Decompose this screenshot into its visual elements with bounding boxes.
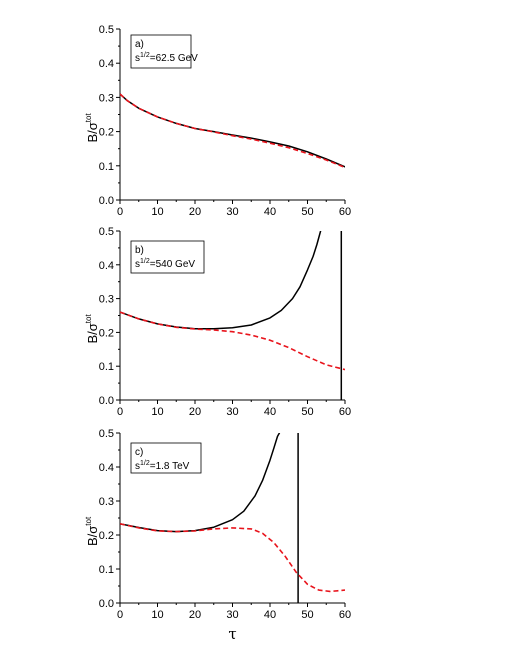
x-tick-label: 40 (264, 206, 276, 218)
y-tick-label: 0.3 (99, 92, 114, 104)
chart-panel-2: 0 10 20 30 40 50 60 0.0 0.1 0.2 0.3 0.4 0.5 B/σtot b) s… (84, 226, 351, 418)
y-tick-label: 0.2 (99, 530, 114, 542)
energy-annotation: s1/2=62.5 GeV (135, 52, 198, 64)
y-axis-label-main: B/σ (85, 323, 100, 343)
series-group (120, 93, 345, 169)
x-tick-label: 30 (226, 206, 238, 218)
x-tick-label: 20 (189, 609, 201, 621)
y-tick-label: 0.0 (99, 195, 114, 207)
energy-annotation-sup: 1/2 (140, 460, 150, 467)
y-axis-label-main: B/σ (85, 122, 100, 142)
x-tick-label: 60 (339, 406, 351, 418)
y-tick-label: 0.3 (99, 294, 114, 306)
energy-annotation-base: s (135, 259, 140, 270)
x-tick-label: 10 (151, 609, 163, 621)
y-axis-label: B/σtot (84, 314, 100, 344)
x-tick-label: 60 (339, 206, 351, 218)
energy-annotation-base: s (135, 53, 140, 64)
series-line-3 (120, 523, 345, 593)
x-tick-label: 10 (151, 406, 163, 418)
x-tick-label: 20 (189, 406, 201, 418)
annotation-box (130, 442, 202, 474)
y-tick-label: 0.4 (99, 260, 114, 272)
y-tick-label: 0.2 (99, 127, 114, 139)
x-tick-label: 0 (117, 609, 123, 621)
x-axis-label: τ (228, 625, 236, 643)
x-tick-label: 50 (301, 406, 313, 418)
x-tick-label: 50 (301, 609, 313, 621)
y-axis-label-sup: tot (84, 314, 93, 324)
x-tick-label: 60 (339, 609, 351, 621)
energy-annotation: s1/2=1.8 TeV (135, 460, 190, 472)
x-tick-label: 40 (264, 406, 276, 418)
panel-label: c) (135, 447, 143, 458)
energy-annotation-sup: 1/2 (140, 52, 150, 59)
y-tick-label: 0.5 (99, 24, 114, 36)
x-tick-label: 50 (301, 206, 313, 218)
y-tick-label: 0.1 (99, 564, 114, 576)
x-tick-label: 30 (226, 406, 238, 418)
y-tick-label: 0.1 (99, 161, 114, 173)
annotation-box (130, 34, 192, 69)
chart-panel-1: 0 10 20 30 40 50 60 0.0 0.1 0.2 0.3 0.4 0.5 B/σtot a) s… (84, 24, 351, 218)
y-tick-label: 0.4 (99, 58, 114, 70)
y-axis-label: B/σtot (84, 516, 100, 546)
y-tick-label: 0.5 (99, 428, 114, 440)
y-axis-label-main: B/σ (85, 526, 100, 546)
y-tick-label: 0.5 (99, 226, 114, 238)
y-tick-label: 0.0 (99, 395, 114, 407)
energy-annotation: s1/2=540 GeV (135, 258, 195, 270)
y-tick-label: 0.4 (99, 462, 114, 474)
energy-annotation-rest: =62.5 GeV (150, 53, 198, 64)
series-line-2 (120, 93, 345, 169)
x-tick-label: 30 (226, 609, 238, 621)
annotation-box (130, 240, 205, 274)
series-line-1 (120, 93, 345, 168)
panel-label: a) (135, 39, 144, 50)
y-tick-label: 0.2 (99, 327, 114, 339)
y-tick-label: 0.0 (99, 598, 114, 610)
series-group (120, 231, 345, 400)
energy-annotation-rest: =1.8 TeV (150, 461, 190, 472)
chart-panel-3: 0 10 20 30 40 50 60 0.0 0.1 0.2 0.3 0.4 0.5 B/σtot c) s… (84, 428, 351, 643)
x-tick-label: 20 (189, 206, 201, 218)
y-tick-label: 0.3 (99, 496, 114, 508)
y-axis-label: B/σtot (84, 113, 100, 143)
energy-annotation-rest: =540 GeV (150, 259, 196, 270)
series-group (120, 433, 345, 603)
energy-annotation-base: s (135, 461, 140, 472)
x-tick-label: 0 (117, 406, 123, 418)
x-tick-label: 10 (151, 206, 163, 218)
y-axis-label-sup: tot (84, 113, 93, 123)
panel-label: b) (135, 245, 144, 256)
y-tick-label: 0.1 (99, 361, 114, 373)
series-line-3 (120, 311, 345, 371)
y-axis-label-sup: tot (84, 516, 93, 526)
x-tick-label: 0 (117, 206, 123, 218)
x-tick-label: 40 (264, 609, 276, 621)
energy-annotation-sup: 1/2 (140, 258, 150, 265)
